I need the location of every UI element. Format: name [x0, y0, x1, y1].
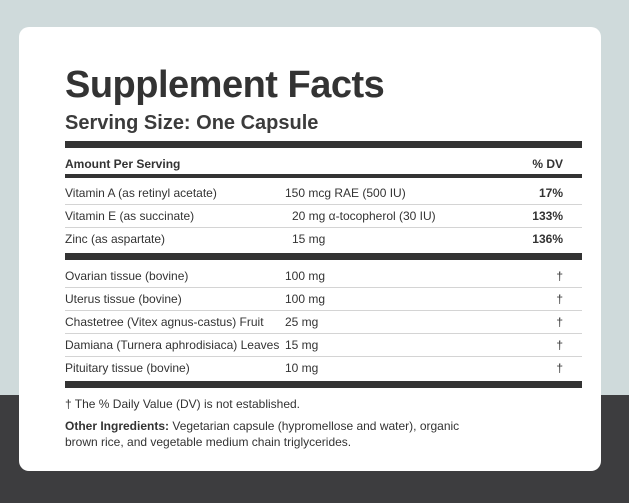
ovarian-tissue-dv: †: [556, 269, 563, 283]
chastetree-name: Chastetree (Vitex agnus-castus) Fruit: [65, 315, 264, 329]
ovarian-tissue-amount: 100 mg: [285, 269, 326, 283]
vitamin-e-amount: 20 mg α-tocopherol (30 IU): [292, 209, 436, 223]
uterus-tissue-name: Uterus tissue (bovine): [65, 292, 182, 306]
supplement-facts-card: Supplement Facts Serving Size: One Capsu…: [19, 27, 601, 471]
chastetree-amount: 25 mg: [285, 315, 319, 329]
zinc-name: Zinc (as aspartate): [65, 232, 166, 246]
other-ingredients-label: Other Ingredients:: [65, 419, 170, 433]
damiana-dv: †: [556, 338, 563, 352]
vitamin-a-dv: 17%: [538, 186, 563, 200]
pituitary-tissue-amount: 10 mg: [285, 361, 319, 375]
row-divider: [65, 310, 582, 311]
uterus-tissue-amount: 100 mg: [285, 292, 326, 306]
zinc-dv: 136%: [532, 232, 563, 246]
row-divider: [65, 333, 582, 334]
pituitary-tissue-name: Pituitary tissue (bovine): [65, 361, 190, 375]
zinc-amount: 15 mg: [292, 232, 326, 246]
top-divider: [65, 141, 582, 148]
vitamin-a-name: Vitamin A (as retinyl acetate): [65, 186, 217, 200]
ovarian-tissue-name: Ovarian tissue (bovine): [65, 269, 189, 283]
bottom-divider: [65, 381, 582, 388]
dv-header: % DV: [532, 157, 563, 171]
section-divider: [65, 253, 582, 260]
row-divider: [65, 204, 582, 205]
damiana-amount: 15 mg: [285, 338, 319, 352]
uterus-tissue-dv: †: [556, 292, 563, 306]
row-divider: [65, 227, 582, 228]
row-divider: [65, 356, 582, 357]
damiana-name: Damiana (Turnera aphrodisiaca) Leaves: [65, 338, 280, 352]
page-title: Supplement Facts: [65, 64, 385, 106]
row-divider: [65, 287, 582, 288]
other-ingredients: Other Ingredients: Vegetarian capsule (h…: [65, 418, 495, 450]
vitamin-a-amount: 150 mcg RAE (500 IU): [285, 186, 406, 200]
pituitary-tissue-dv: †: [556, 361, 563, 375]
dv-footnote: † The % Daily Value (DV) is not establis…: [65, 397, 301, 411]
serving-size: Serving Size: One Capsule: [65, 112, 319, 134]
vitamin-e-dv: 133%: [532, 209, 563, 223]
other-ingredients-text: Vegetarian capsule (hypromellose and wat…: [65, 419, 460, 449]
header-divider: [65, 174, 582, 178]
amount-per-serving-header: Amount Per Serving: [65, 157, 181, 171]
chastetree-dv: †: [556, 315, 563, 329]
vitamin-e-name: Vitamin E (as succinate): [65, 209, 195, 223]
